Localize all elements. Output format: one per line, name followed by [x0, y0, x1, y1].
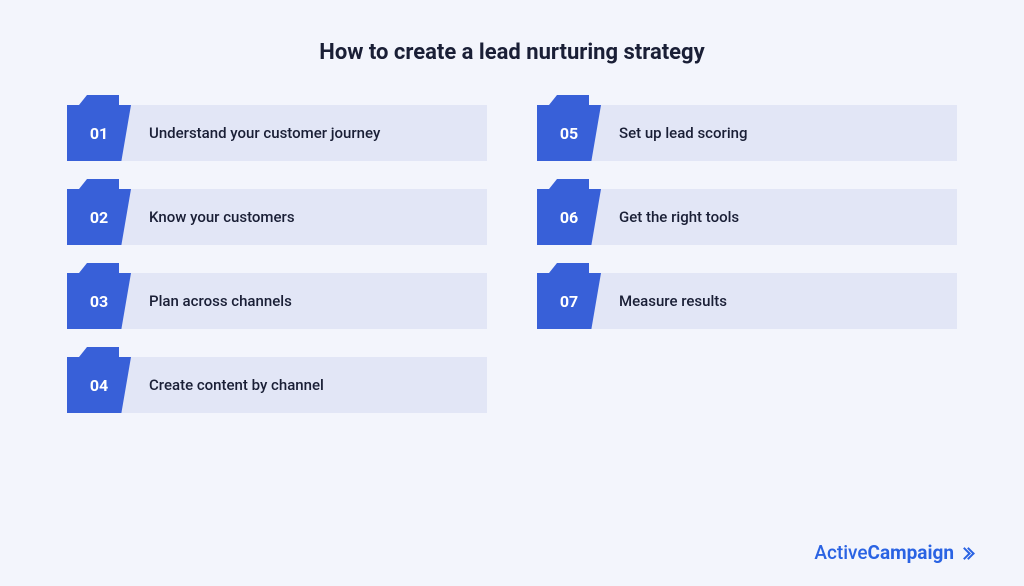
step-number: 01	[67, 105, 131, 161]
step-item: 04Create content by channel	[67, 357, 487, 413]
step-number-container: 02	[67, 189, 131, 245]
infographic-container: How to create a lead nurturing strategy …	[0, 0, 1024, 586]
step-number-tab	[549, 95, 589, 105]
step-number-tab	[79, 179, 119, 189]
step-number-tab	[79, 347, 119, 357]
step-item: 05Set up lead scoring	[537, 105, 957, 161]
page-title: How to create a lead nurturing strategy	[60, 40, 964, 65]
step-number: 06	[537, 189, 601, 245]
step-label: Get the right tools	[591, 189, 957, 245]
step-number-container: 03	[67, 273, 131, 329]
step-number: 03	[67, 273, 131, 329]
step-label: Plan across channels	[121, 273, 487, 329]
step-label: Set up lead scoring	[591, 105, 957, 161]
step-label: Understand your customer journey	[121, 105, 487, 161]
step-number: 07	[537, 273, 601, 329]
step-item: 02Know your customers	[67, 189, 487, 245]
step-label: Measure results	[591, 273, 957, 329]
step-columns: 01Understand your customer journey 02Know…	[60, 105, 964, 413]
brand-logo: ActiveCampaign	[814, 541, 974, 564]
step-item: 07Measure results	[537, 273, 957, 329]
step-number: 05	[537, 105, 601, 161]
step-number-container: 01	[67, 105, 131, 161]
step-number: 04	[67, 357, 131, 413]
step-number-container: 05	[537, 105, 601, 161]
step-number-container: 07	[537, 273, 601, 329]
logo-text-light: Active	[814, 541, 867, 564]
step-label: Know your customers	[121, 189, 487, 245]
step-label: Create content by channel	[121, 357, 487, 413]
step-item: 03Plan across channels	[67, 273, 487, 329]
logo-text-bold: Campaign	[868, 541, 954, 564]
column-right: 05Set up lead scoring 06Get the right too…	[537, 105, 957, 413]
step-number-tab	[549, 263, 589, 273]
step-number: 02	[67, 189, 131, 245]
step-number-tab	[549, 179, 589, 189]
step-number-tab	[79, 95, 119, 105]
step-number-container: 04	[67, 357, 131, 413]
step-item: 06Get the right tools	[537, 189, 957, 245]
step-number-tab	[79, 263, 119, 273]
step-number-container: 06	[537, 189, 601, 245]
column-left: 01Understand your customer journey 02Know…	[67, 105, 487, 413]
chevron-icon	[960, 546, 974, 560]
step-item: 01Understand your customer journey	[67, 105, 487, 161]
